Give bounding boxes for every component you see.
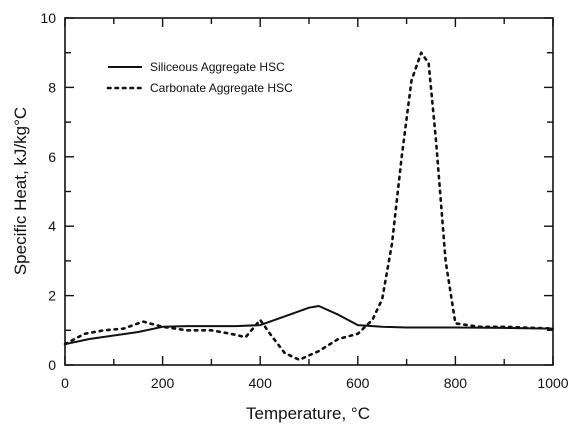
x-tick-label: 200 [151, 375, 175, 391]
y-tick-label: 4 [48, 218, 56, 234]
legend-label-carbonate: Carbonate Aggregate HSC [150, 81, 293, 95]
y-tick-label: 8 [48, 79, 56, 95]
plot-frame [64, 17, 554, 366]
legend-label-siliceous: Siliceous Aggregate HSC [150, 60, 285, 74]
y-tick-label: 2 [48, 288, 56, 304]
y-tick-label: 10 [40, 10, 56, 26]
series-group [63, 51, 555, 362]
x-tick-label: 800 [444, 375, 468, 391]
series-line-siliceous [64, 305, 554, 346]
x-tick-label: 400 [249, 375, 273, 391]
x-axis-label: Temperature, °C [246, 404, 370, 423]
legend: Siliceous Aggregate HSC Carbonate Aggreg… [106, 60, 293, 95]
axis-ticks [64, 17, 554, 366]
y-axis-label: Specific Heat, kJ/kg°C [11, 107, 30, 275]
x-tick-label: 0 [61, 375, 69, 391]
tick-labels: 0 200 400 600 800 1000 0 2 4 6 8 10 [40, 10, 568, 391]
x-tick-label: 600 [346, 375, 370, 391]
y-tick-label: 6 [48, 149, 56, 165]
x-tick-label: 1000 [537, 375, 568, 391]
y-tick-label: 0 [48, 357, 56, 373]
series-line-carbonate [63, 51, 555, 362]
